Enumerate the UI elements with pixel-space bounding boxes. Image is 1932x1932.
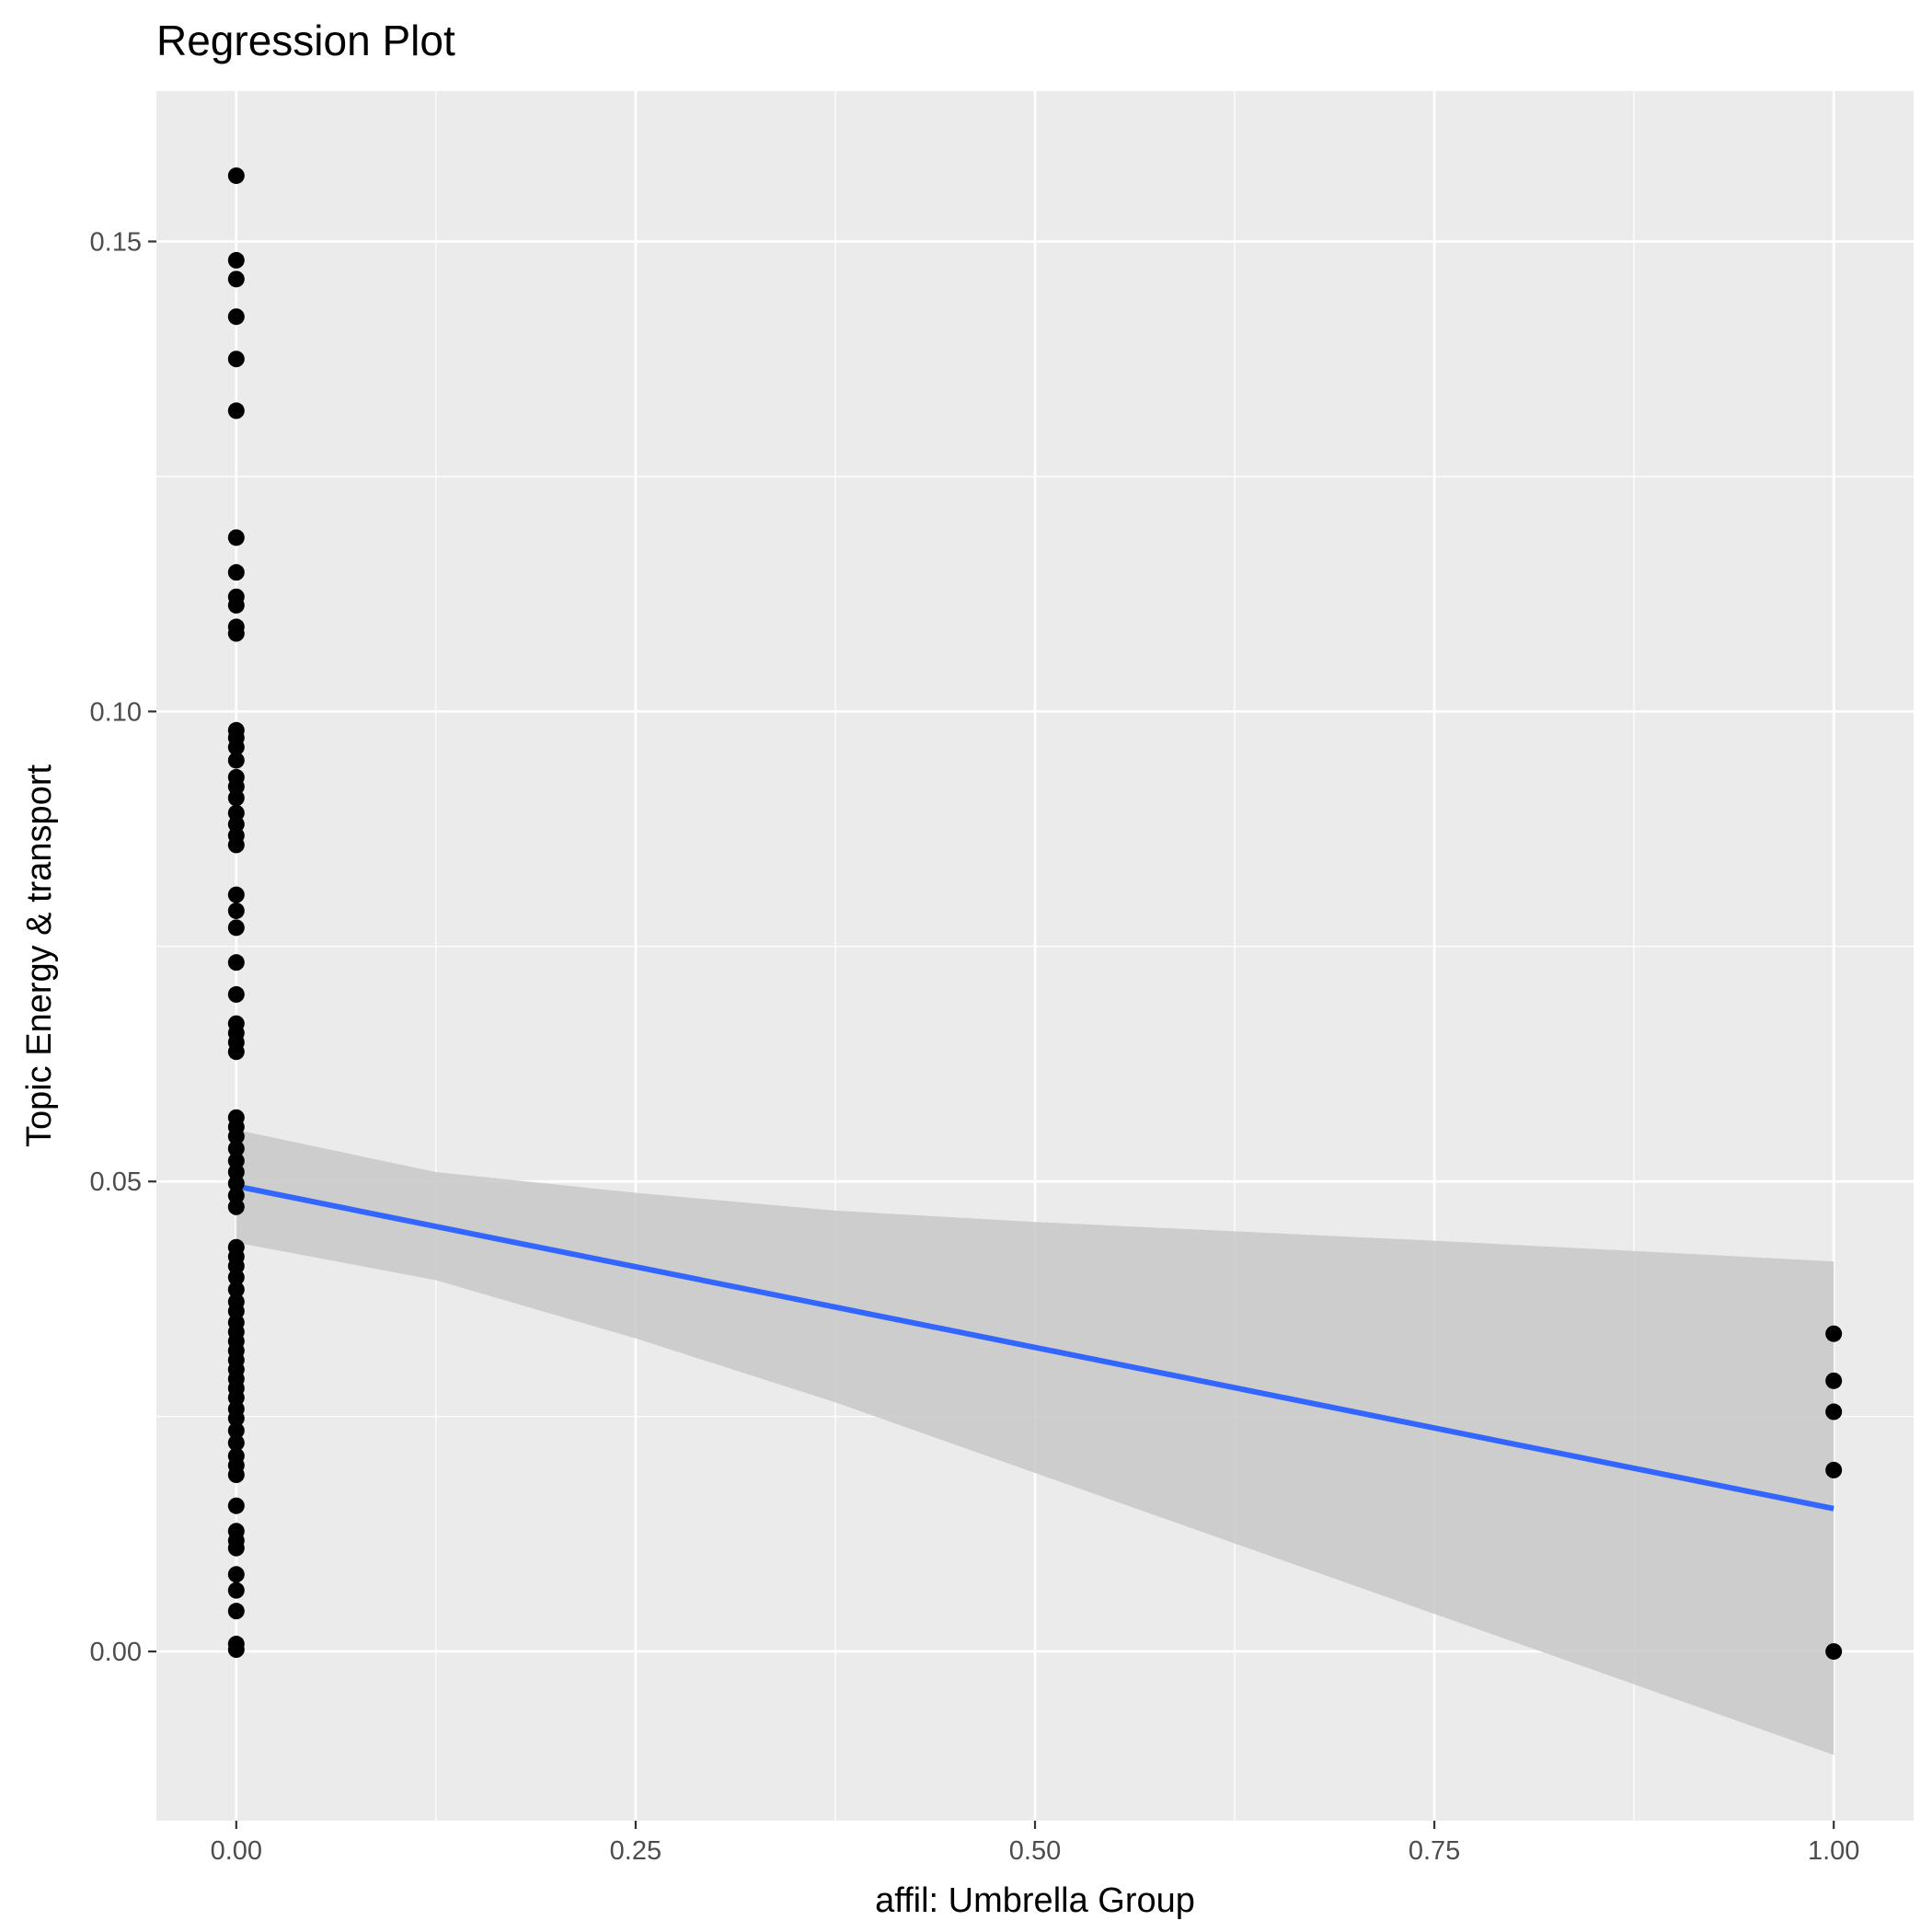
data-point [227, 954, 245, 972]
data-point [227, 351, 245, 368]
data-point [227, 1128, 245, 1145]
x-tick-label: 0.75 [1409, 1836, 1460, 1866]
data-point [227, 529, 245, 546]
data-point [227, 1581, 245, 1599]
regression-line [236, 1183, 1834, 1512]
data-point [227, 752, 245, 769]
x-axis: 0.00 0.25 0.50 0.75 1.00 [211, 1821, 1859, 1866]
confidence-band [236, 1130, 1834, 1755]
y-axis-title: Topic Energy & transport [20, 765, 59, 1148]
data-point [227, 1281, 245, 1298]
x-tick-label: 1.00 [1808, 1836, 1859, 1866]
data-point [227, 1466, 245, 1483]
data-point [227, 1198, 245, 1215]
data-point [1825, 1403, 1843, 1420]
x-tick-label: 0.50 [1009, 1836, 1061, 1866]
data-point [227, 1043, 245, 1061]
y-axis: 0.00 0.05 0.10 0.15 [90, 227, 156, 1667]
y-tick-label: 0.15 [90, 227, 142, 257]
chart-title: Regression Plot [156, 17, 455, 64]
data-point [227, 985, 245, 1003]
data-point [227, 167, 245, 184]
x-tick-label: 0.25 [610, 1836, 661, 1866]
y-tick-label: 0.05 [90, 1167, 142, 1197]
data-point [1825, 1643, 1843, 1661]
data-point [1825, 1325, 1843, 1342]
data-point [227, 739, 245, 756]
data-point [227, 1269, 245, 1286]
data-point [1825, 1372, 1843, 1389]
data-point [227, 919, 245, 937]
data-point [227, 308, 245, 326]
data-point [227, 1603, 245, 1620]
data-point [227, 1434, 245, 1452]
data-point [227, 596, 245, 614]
data-point [227, 1421, 245, 1439]
data-point [227, 1539, 245, 1557]
data-point [227, 1140, 245, 1157]
data-point [227, 789, 245, 807]
data-points [227, 167, 1843, 1661]
y-tick-label: 0.10 [90, 697, 142, 727]
data-point [227, 836, 245, 854]
data-point [227, 1566, 245, 1583]
x-tick-label: 0.00 [211, 1836, 262, 1866]
data-point [227, 1497, 245, 1514]
data-point [227, 886, 245, 903]
data-point [227, 564, 245, 581]
data-point [227, 402, 245, 420]
data-point [227, 251, 245, 269]
data-point [1825, 1461, 1843, 1478]
data-point [227, 1175, 245, 1192]
data-point [227, 1409, 245, 1427]
data-point [227, 1641, 245, 1659]
data-point [227, 902, 245, 919]
data-point [227, 625, 245, 642]
y-tick-label: 0.00 [90, 1638, 142, 1667]
data-point [227, 270, 245, 288]
x-axis-title: affil: Umbrella Group [875, 1881, 1195, 1920]
